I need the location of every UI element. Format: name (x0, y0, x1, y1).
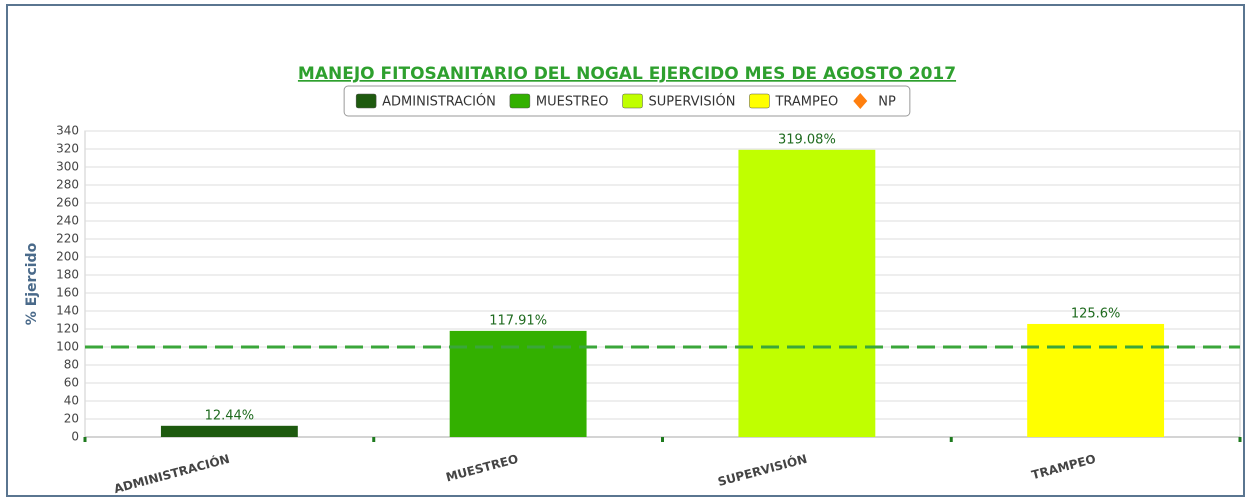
legend-label: TRAMPEO (774, 95, 838, 110)
y-tick-label: 320 (56, 142, 79, 156)
legend-label: MUESTREO (536, 95, 609, 110)
data-label: 117.91% (489, 313, 547, 328)
y-tick-label: 20 (64, 412, 79, 426)
legend-symbol (509, 93, 531, 109)
data-label: 319.08% (778, 132, 836, 147)
legend-symbol (853, 93, 868, 109)
legend-label: ADMINISTRACIÓN (382, 94, 496, 110)
y-axis-label: % Ejercido (24, 242, 40, 325)
bar (160, 425, 298, 437)
y-tick-label: 80 (64, 358, 79, 372)
y-tick-label: 260 (56, 196, 79, 210)
y-tick-label: 60 (64, 376, 79, 390)
bar (449, 330, 587, 437)
legend-symbol (749, 93, 770, 109)
y-tick-label: 140 (56, 304, 79, 318)
data-label: 125.6% (1071, 306, 1121, 321)
y-tick-label: 40 (64, 394, 79, 408)
y-tick-label: 340 (56, 124, 79, 138)
legend-symbol (622, 93, 643, 109)
y-tick-label: 300 (56, 160, 79, 174)
bar (738, 149, 876, 437)
y-tick-label: 280 (56, 178, 79, 192)
y-tick-label: 180 (56, 268, 79, 282)
legend-label: NP (878, 95, 896, 110)
y-tick-label: 100 (56, 340, 79, 354)
legend-symbol (355, 93, 377, 109)
y-tick-label: 220 (56, 232, 79, 246)
y-tick-label: 0 (71, 430, 79, 444)
legend: ADMINISTRACIÓN MUESTREO SUPERVISIÓN TRAMPEO… (343, 85, 911, 117)
y-tick-label: 120 (56, 322, 79, 336)
y-tick-label: 240 (56, 214, 79, 228)
chart-title: MANEJO FITOSANITARIO DEL NOGAL EJERCIDO … (298, 64, 956, 84)
y-tick-label: 160 (56, 286, 79, 300)
bar (1027, 323, 1165, 437)
y-tick-label: 200 (56, 250, 79, 264)
legend-label: SUPERVISIÓN (649, 94, 736, 110)
data-label: 12.44% (205, 408, 255, 423)
